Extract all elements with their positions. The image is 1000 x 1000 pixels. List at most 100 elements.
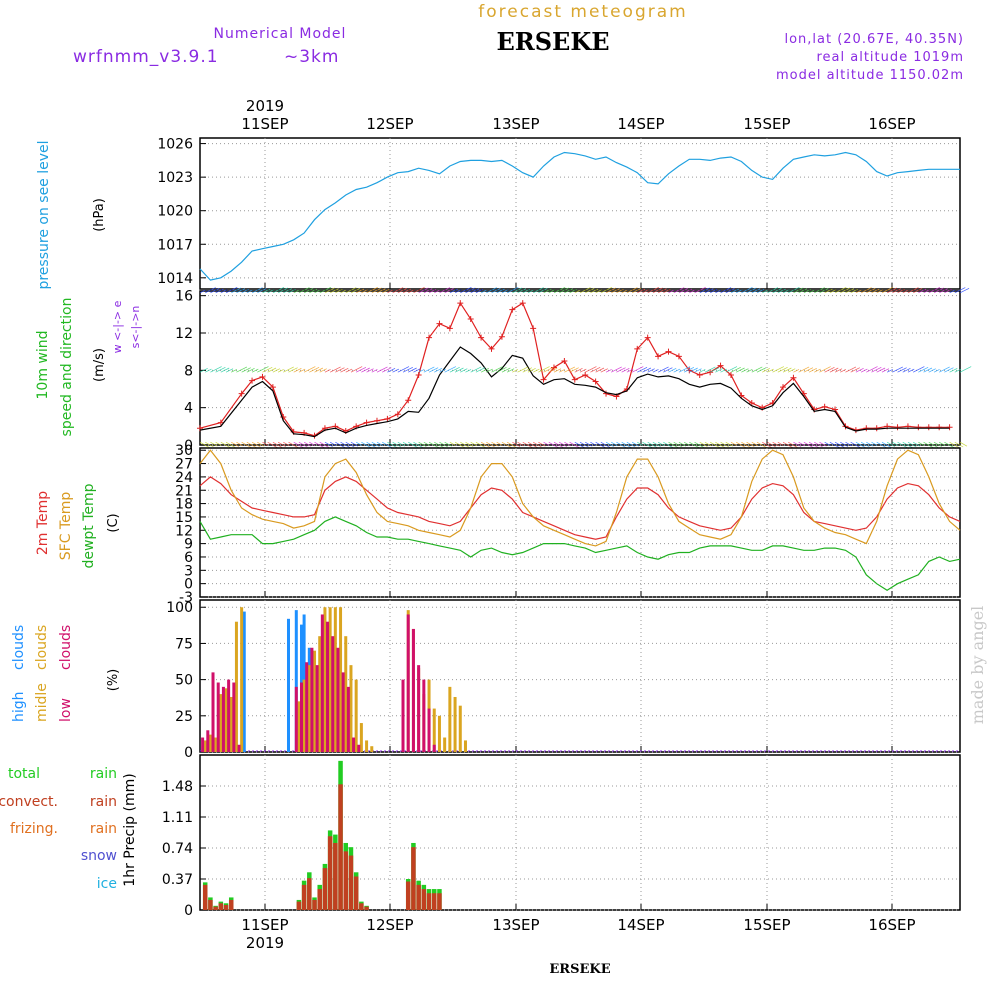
wind-barb	[340, 289, 347, 294]
gust-marker	[675, 353, 682, 360]
wind-barb	[678, 366, 691, 373]
cloud-mid-label: midle	[34, 683, 50, 722]
wind-barb	[637, 366, 648, 373]
model-altitude-label: model altitude 1150.02m	[776, 68, 964, 83]
clouds-bar	[315, 665, 319, 752]
y-tick-label: 0	[184, 745, 193, 761]
wind-barb	[564, 366, 576, 373]
wind-barb	[257, 366, 269, 373]
precipitation-bar	[312, 899, 317, 910]
wind-barb	[912, 366, 925, 373]
clouds-bar	[307, 665, 311, 752]
wind-barb	[340, 368, 349, 373]
wind-barb	[673, 441, 683, 448]
wind-barb	[694, 441, 704, 448]
wind-barb	[574, 289, 581, 294]
cloud-high-label: high	[11, 691, 27, 722]
wind-barb	[371, 441, 380, 447]
wind-barb	[944, 367, 954, 373]
wind-barb	[288, 367, 298, 373]
wind-barb	[231, 287, 242, 294]
wind-barb	[569, 289, 577, 294]
wind-barb	[772, 288, 782, 294]
clouds-bar	[352, 737, 356, 752]
wind-barb	[600, 368, 608, 373]
rain-freezing-label: frizing.	[10, 821, 58, 837]
wind-barb	[840, 287, 851, 294]
wind-barb	[444, 366, 457, 373]
precipitation-bar	[307, 878, 312, 910]
wind-barb	[605, 287, 616, 294]
clouds-bar	[297, 701, 301, 752]
wind-barb	[678, 441, 687, 447]
cloud-unit-label: (%)	[106, 669, 121, 692]
wind-barb	[434, 441, 445, 449]
wind-barb	[782, 289, 790, 294]
wind-barb	[236, 441, 243, 447]
top-day-label: 14SEP	[617, 115, 664, 133]
y-tick-label: 8	[184, 363, 193, 379]
wind-barb	[376, 288, 386, 294]
wind-barb	[949, 368, 958, 373]
clouds-bar	[286, 618, 290, 752]
wind-barb	[231, 369, 237, 373]
y-tick-label: -3	[179, 590, 193, 606]
wind-barb	[199, 368, 208, 373]
temperature-series-line	[199, 476, 961, 540]
wind-barb	[277, 287, 289, 294]
rain-convect-label-2: rain	[90, 794, 117, 810]
wind-barb	[923, 367, 933, 373]
wind-barb	[642, 367, 652, 373]
wind-barb	[829, 289, 837, 294]
wind-barb	[283, 441, 290, 447]
wind-barb	[470, 288, 480, 294]
wind-barb	[236, 288, 245, 294]
y-tick-label: 21	[175, 483, 193, 499]
clouds-bar	[305, 662, 309, 752]
wind-barb	[480, 368, 489, 373]
clouds-bar	[294, 610, 298, 752]
wind-barb	[585, 366, 597, 373]
wind-barb	[574, 441, 585, 449]
wind-barb	[605, 369, 612, 373]
wind-barb	[907, 287, 919, 294]
wind-barb	[918, 441, 925, 446]
snow-label: snow	[81, 848, 117, 864]
wind-barb	[616, 367, 626, 373]
top-year-label: 2019	[246, 97, 284, 115]
top-day-label: 15SEP	[743, 115, 790, 133]
wind-barb	[715, 289, 722, 294]
wind-barb	[600, 286, 613, 294]
bottom-day-label: 11SEP	[241, 916, 288, 934]
y-tick-label: 3	[184, 563, 193, 579]
gust-marker	[415, 372, 422, 378]
clouds-bar	[232, 682, 236, 752]
wind-barb	[303, 366, 316, 373]
wind-barb	[793, 287, 804, 294]
wind-barb	[709, 289, 718, 294]
wind-barb	[793, 369, 800, 373]
clouds-bar	[224, 688, 228, 752]
wind-barb	[470, 441, 478, 447]
wind-barb	[928, 368, 936, 373]
wind-barb	[491, 366, 503, 373]
wind-barb	[939, 288, 948, 294]
wind-barb	[413, 286, 425, 294]
wind-barb	[631, 441, 640, 447]
wind-barb	[699, 441, 708, 447]
wind-barb	[788, 368, 796, 373]
panels: 101410171020102310260481216-303691215182…	[157, 137, 972, 919]
y-tick-label: 6	[184, 550, 193, 566]
wind-barb	[225, 286, 238, 294]
gust-marker	[727, 372, 734, 378]
wind-barb	[621, 441, 632, 449]
wind-barb	[850, 289, 858, 294]
wind-barb	[413, 368, 421, 373]
wind-barb	[486, 368, 493, 373]
wind-barb	[819, 441, 827, 447]
clouds-bar	[354, 679, 358, 752]
wind-barb	[683, 441, 690, 446]
wind-barb	[251, 368, 259, 373]
wind-barb	[486, 441, 495, 448]
wind-barb	[439, 287, 451, 294]
